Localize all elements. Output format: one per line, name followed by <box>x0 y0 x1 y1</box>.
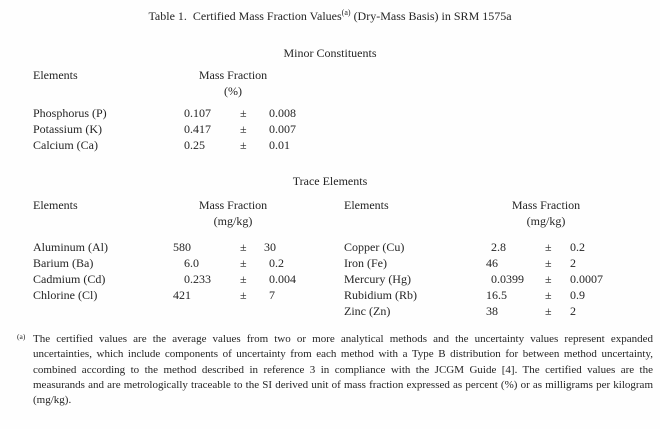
plus-minus-sign: ± <box>545 288 552 302</box>
plus-minus-sign: ± <box>240 272 247 286</box>
elements-column-header: Elements <box>33 68 78 82</box>
footnote-marker: (a) <box>17 332 26 341</box>
footnote: (a) The certified values are the average … <box>0 332 653 408</box>
trace-elements-table-left: Elements Mass Fraction (mg/kg) Aluminum … <box>33 197 324 303</box>
elements-column-header: Elements <box>33 198 78 212</box>
uncertainty-value: 0.01 <box>269 138 290 152</box>
element-name: Phosphorus (P) <box>33 106 107 120</box>
plus-minus-sign: ± <box>545 304 552 318</box>
table-rows: Aluminum (Al) 580 ±30 Barium (Ba) 6.0 ±0.2 Cad… <box>33 239 324 303</box>
plus-minus-sign: ± <box>240 288 247 302</box>
unit-label: (mg/kg) <box>526 214 566 228</box>
table-row: Potassium (K) 0.417 ±0.007 <box>33 121 660 137</box>
certified-value: 0.233 <box>184 272 211 286</box>
certified-value: 46 <box>486 256 498 270</box>
minor-table-wrap: Elements Mass Fraction (%) Phosphorus (P… <box>0 67 660 153</box>
table-title: Table 1. Certified Mass Fraction Values(… <box>0 8 660 24</box>
uncertainty-value: 0.008 <box>269 106 296 120</box>
mass-fraction-column-header: Mass Fraction (%) <box>173 67 324 99</box>
certified-value: 2.8 <box>491 240 506 254</box>
certified-value: 0.417 <box>184 122 211 136</box>
minor-constituents-table: Elements Mass Fraction (%) Phosphorus (P… <box>33 67 660 153</box>
table-row: Rubidium (Rb) 16.5 ±0.9 <box>344 287 640 303</box>
plus-minus-sign: ± <box>545 272 552 286</box>
table-title-text: Table 1. Certified Mass Fraction Values <box>148 9 342 23</box>
table-row: Mercury (Hg) 0.0399 ±0.0007 <box>344 271 640 287</box>
certified-value: 6.0 <box>184 256 199 270</box>
uncertainty-value: 2 <box>570 304 576 318</box>
certified-value: 421 <box>173 288 191 302</box>
uncertainty-value: 30 <box>264 240 276 254</box>
element-name: Calcium (Ca) <box>33 138 98 152</box>
footnote-reference-superscript: (a) <box>341 8 351 17</box>
certified-value: 0.25 <box>184 138 205 152</box>
table-row: Aluminum (Al) 580 ±30 <box>33 239 324 255</box>
table-row: Calcium (Ca) 0.25 ±0.01 <box>33 137 660 153</box>
certified-value: 0.0399 <box>491 272 524 286</box>
spacer <box>344 229 640 239</box>
mass-fraction-column-header: Mass Fraction (mg/kg) <box>486 197 640 229</box>
plus-minus-sign: ± <box>240 122 247 136</box>
mass-fraction-label: Mass Fraction <box>198 198 268 212</box>
element-name: Copper (Cu) <box>344 240 405 254</box>
mass-fraction-label: Mass Fraction <box>198 68 268 82</box>
certified-value: 0.107 <box>184 106 211 120</box>
uncertainty-value: 0.2 <box>570 240 585 254</box>
table-row: Chlorine (Cl) 421 ±7 <box>33 287 324 303</box>
uncertainty-value: 0.004 <box>269 272 296 286</box>
table-row: Iron (Fe) 46 ±2 <box>344 255 640 271</box>
plus-minus-sign: ± <box>545 256 552 270</box>
mass-fraction-column-header: Mass Fraction (mg/kg) <box>173 197 324 229</box>
table-header-row: Elements Mass Fraction (mg/kg) <box>344 197 640 229</box>
element-name: Chlorine (Cl) <box>33 288 98 302</box>
table-header-row: Elements Mass Fraction (mg/kg) <box>33 197 324 229</box>
trace-tables-wrap: Elements Mass Fraction (mg/kg) Aluminum … <box>0 197 660 319</box>
element-name: Iron (Fe) <box>344 256 387 270</box>
minor-constituents-heading: Minor Constituents <box>283 46 377 60</box>
uncertainty-value: 0.2 <box>269 256 284 270</box>
table-title-suffix: (Dry-Mass Basis) in SRM 1575a <box>350 9 512 23</box>
element-name: Mercury (Hg) <box>344 272 411 286</box>
table-row: Phosphorus (P) 0.107 ±0.008 <box>33 105 660 121</box>
mass-fraction-label: Mass Fraction <box>511 198 581 212</box>
plus-minus-sign: ± <box>240 106 247 120</box>
table-row: Copper (Cu) 2.8 ±0.2 <box>344 239 640 255</box>
table-row: Barium (Ba) 6.0 ±0.2 <box>33 255 324 271</box>
element-name: Potassium (K) <box>33 122 102 136</box>
plus-minus-sign: ± <box>240 256 247 270</box>
uncertainty-value: 7 <box>269 288 275 302</box>
uncertainty-value: 2 <box>570 256 576 270</box>
plus-minus-sign: ± <box>240 138 247 152</box>
certified-value: 580 <box>173 240 191 254</box>
element-name: Aluminum (Al) <box>33 240 108 254</box>
footnote-text: The certified values are the average val… <box>33 333 653 407</box>
trace-elements-table-right: Elements Mass Fraction (mg/kg) Copper (C… <box>344 197 640 319</box>
elements-column-header: Elements <box>344 198 389 212</box>
certified-value: 38 <box>486 304 498 318</box>
plus-minus-sign: ± <box>545 240 552 254</box>
certified-value: 16.5 <box>486 288 507 302</box>
trace-elements-heading: Trace Elements <box>292 174 368 188</box>
uncertainty-value: 0.0007 <box>570 272 603 286</box>
element-name: Zinc (Zn) <box>344 304 391 318</box>
uncertainty-value: 0.007 <box>269 122 296 136</box>
table-row: Cadmium (Cd) 0.233 ±0.004 <box>33 271 324 287</box>
plus-minus-sign: ± <box>240 240 247 254</box>
element-name: Rubidium (Rb) <box>344 288 418 302</box>
uncertainty-value: 0.9 <box>570 288 585 302</box>
element-name: Cadmium (Cd) <box>33 272 106 286</box>
spacer <box>33 229 324 239</box>
element-name: Barium (Ba) <box>33 256 94 270</box>
table-row: Zinc (Zn) 38 ±2 <box>344 303 640 319</box>
table-header-row: Elements Mass Fraction (%) <box>33 67 660 99</box>
unit-label: (%) <box>224 84 242 98</box>
table-rows: Copper (Cu) 2.8 ±0.2 Iron (Fe) 46 ±2 Mercury (… <box>344 239 640 319</box>
table-rows: Phosphorus (P) 0.107 ±0.008 Potassium (K) 0.… <box>33 105 660 153</box>
unit-label: (mg/kg) <box>213 214 253 228</box>
